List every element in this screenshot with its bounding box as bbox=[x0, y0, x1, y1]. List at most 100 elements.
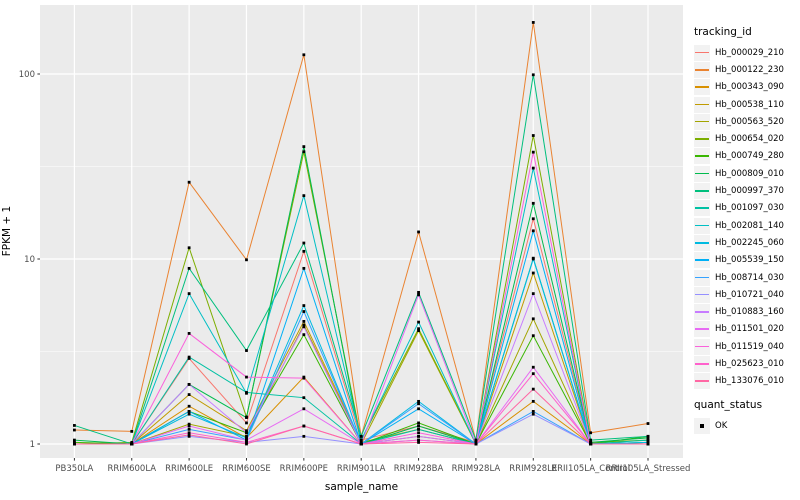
data-point bbox=[417, 438, 420, 442]
legend-item: Hb_001097_030 bbox=[694, 200, 798, 217]
data-point bbox=[302, 407, 306, 411]
y-tick-label: 10 bbox=[24, 255, 35, 265]
data-point bbox=[417, 290, 420, 294]
x-tick-label: RRIM928BA bbox=[394, 464, 444, 474]
legend-item-label: Hb_000029_210 bbox=[715, 47, 784, 58]
legend-item-label: Hb_010883_160 bbox=[715, 307, 784, 318]
legend-title-tracking-id: tracking_id bbox=[694, 26, 752, 38]
legend-item: Hb_002245_060 bbox=[694, 234, 798, 251]
legend-item: Hb_000749_280 bbox=[694, 148, 798, 165]
legend-item: Hb_010721_040 bbox=[694, 286, 798, 303]
data-point bbox=[474, 438, 478, 442]
legend-key-line-icon bbox=[695, 120, 709, 123]
data-point bbox=[302, 304, 306, 307]
legend-key-swatch bbox=[694, 200, 710, 217]
data-point bbox=[187, 180, 191, 184]
legend-key-line-icon bbox=[695, 311, 709, 313]
legend-item-label: Hb_011501_020 bbox=[715, 324, 784, 335]
data-point bbox=[245, 421, 248, 425]
legend-item-ok: OK bbox=[694, 417, 798, 434]
data-point bbox=[474, 441, 478, 444]
data-point bbox=[302, 53, 306, 57]
data-point bbox=[73, 442, 76, 446]
data-point bbox=[130, 442, 134, 446]
legend-key-swatch bbox=[694, 217, 710, 234]
data-point bbox=[302, 249, 306, 253]
quant-ok-key bbox=[694, 417, 710, 434]
legend-key-swatch bbox=[694, 252, 710, 269]
data-point bbox=[646, 434, 650, 438]
legend-key-swatch bbox=[694, 165, 710, 182]
x-tick-label: RRIM928LA bbox=[452, 464, 501, 474]
data-point bbox=[359, 442, 363, 446]
legend-item-label: Hb_011519_040 bbox=[715, 341, 784, 352]
data-point bbox=[130, 441, 134, 444]
legend-item-label: Hb_025623_010 bbox=[715, 358, 784, 369]
x-tick-label: RRIM600LA bbox=[107, 464, 156, 474]
data-point bbox=[302, 333, 306, 337]
data-point bbox=[245, 442, 248, 446]
data-point bbox=[302, 434, 306, 438]
legend-key-line-icon bbox=[695, 293, 709, 296]
data-point bbox=[531, 217, 535, 221]
data-point bbox=[417, 399, 420, 403]
x-tick-label: RRII105LA_Control bbox=[551, 464, 630, 474]
data-point bbox=[302, 266, 306, 270]
data-point bbox=[417, 407, 420, 411]
data-point bbox=[187, 434, 191, 438]
data-point bbox=[531, 21, 535, 24]
data-point bbox=[187, 393, 191, 396]
legend-item-label: Hb_010721_040 bbox=[715, 289, 784, 300]
data-point bbox=[646, 441, 650, 444]
data-point bbox=[417, 230, 420, 234]
legend-key-swatch bbox=[694, 338, 710, 355]
data-point bbox=[531, 387, 535, 391]
data-point bbox=[187, 433, 191, 437]
data-point bbox=[73, 441, 76, 444]
legend-item-label: Hb_000563_520 bbox=[715, 116, 784, 127]
data-point bbox=[531, 412, 535, 416]
legend-item-label: Hb_000997_370 bbox=[715, 186, 784, 197]
data-point bbox=[245, 434, 248, 438]
data-point bbox=[417, 434, 420, 438]
legend-item: Hb_000538_110 bbox=[694, 96, 798, 113]
legend-key-line-icon bbox=[695, 259, 709, 261]
data-point bbox=[245, 438, 248, 442]
x-tick-label: RRIM600SE bbox=[222, 464, 271, 474]
legend-key-line-icon bbox=[695, 51, 709, 54]
data-point bbox=[531, 292, 535, 296]
data-point bbox=[187, 292, 191, 296]
legend-item: Hb_008714_030 bbox=[694, 269, 798, 286]
legend-key-swatch bbox=[694, 61, 710, 78]
data-point bbox=[589, 441, 593, 444]
data-point bbox=[646, 436, 650, 440]
x-tick-label: RRIM901LA bbox=[337, 464, 386, 474]
legend-item: Hb_011519_040 bbox=[694, 338, 798, 355]
data-point bbox=[531, 257, 535, 261]
data-point bbox=[474, 442, 478, 446]
y-tick-label: 1 bbox=[30, 440, 35, 450]
legend-item: Hb_000809_010 bbox=[694, 165, 798, 182]
legend-key-line-icon bbox=[695, 328, 709, 330]
legend-item-label: Hb_001097_030 bbox=[715, 203, 784, 214]
data-point bbox=[417, 320, 420, 324]
legend-item-label: Hb_000343_090 bbox=[715, 82, 784, 93]
data-point bbox=[245, 349, 248, 352]
data-point bbox=[187, 431, 191, 435]
data-point bbox=[359, 438, 363, 442]
black-square-point-icon bbox=[700, 423, 704, 428]
data-point bbox=[187, 355, 191, 359]
x-tick-label: PB350LA bbox=[55, 464, 93, 474]
legend-item: Hb_010883_160 bbox=[694, 303, 798, 321]
data-point bbox=[417, 329, 420, 333]
data-point bbox=[73, 428, 76, 432]
data-point bbox=[302, 194, 306, 198]
data-point bbox=[531, 73, 535, 77]
data-point bbox=[417, 402, 420, 406]
legend-key-swatch bbox=[694, 183, 710, 200]
data-point bbox=[531, 229, 535, 233]
legend-item-label: OK bbox=[715, 420, 728, 431]
legend-item: Hb_005539_150 bbox=[694, 252, 798, 269]
legend-item-label: Hb_008714_030 bbox=[715, 272, 784, 283]
